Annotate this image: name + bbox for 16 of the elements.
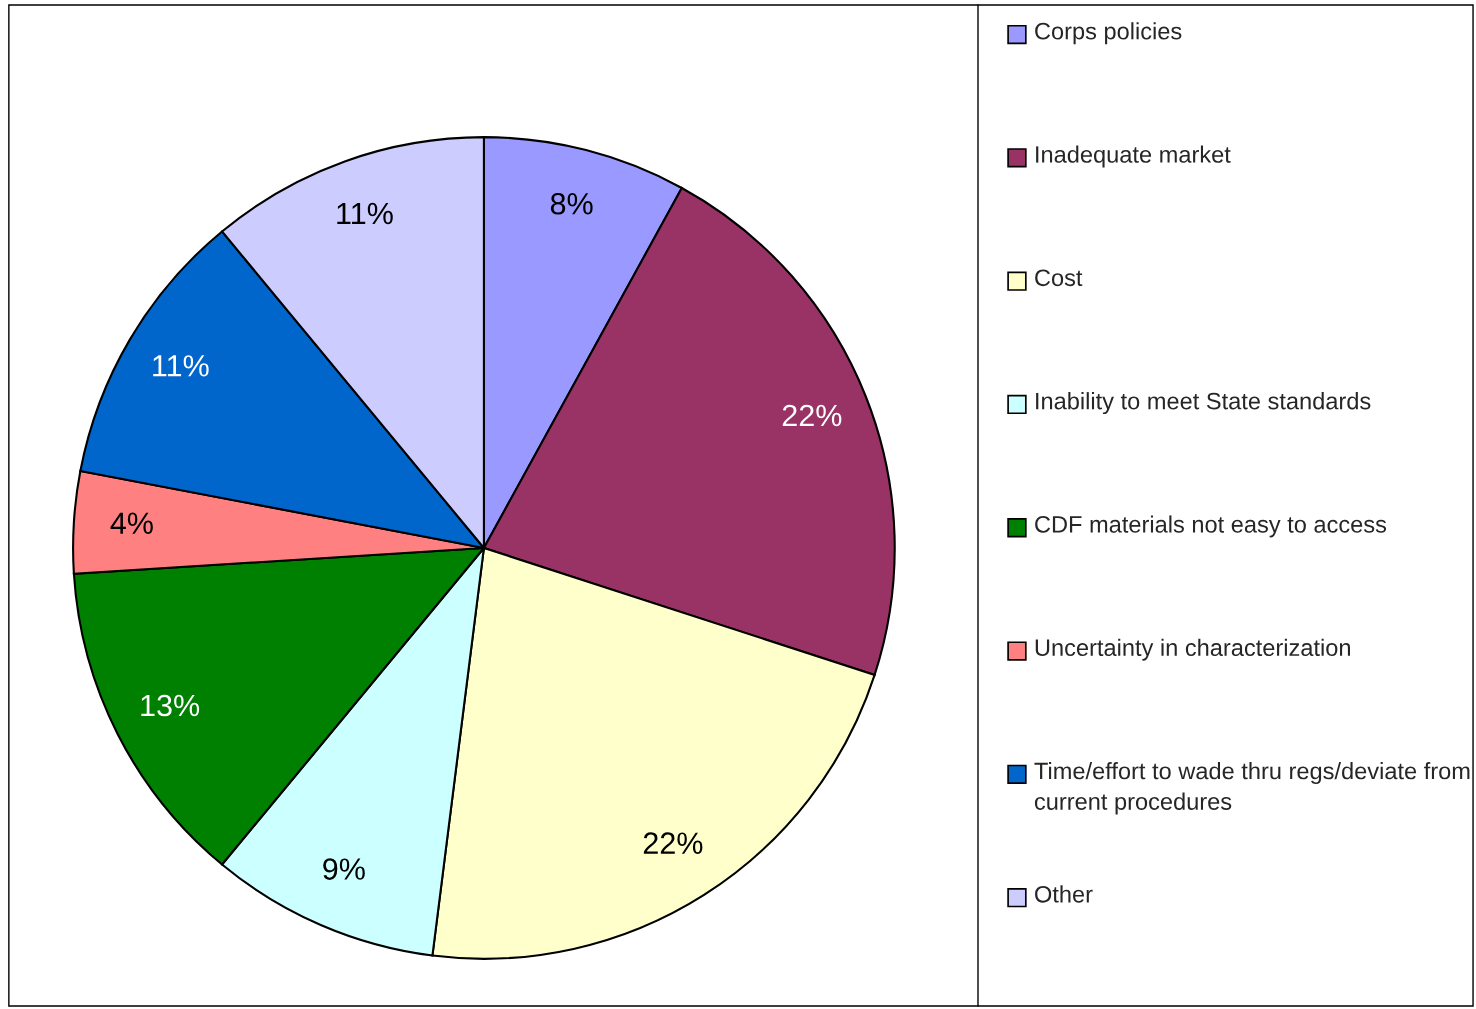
data-label: 11% [153, 355, 209, 377]
data-label: 22% [782, 404, 842, 427]
legend-label: Corps policies [1035, 22, 1182, 45]
data-label: 8% [550, 192, 593, 215]
legend-label: Inadequate market [1036, 145, 1231, 168]
legend-label: Other [1035, 885, 1093, 903]
legend-label: CDF materials not easy to access [1035, 515, 1387, 538]
data-label: 11% [337, 202, 393, 225]
legend-label: Inability to meet State standards [1036, 392, 1371, 415]
data-label: 13% [141, 694, 200, 717]
legend-label: Cost [1035, 269, 1083, 287]
data-label: 4% [110, 512, 153, 534]
legend-label: Time/effort to wade thru regs/deviate from current procedures [1034, 762, 1470, 815]
legend-label: Uncertainty in characterization [1035, 638, 1350, 661]
data-label: 9% [323, 858, 365, 880]
data-label: 22% [643, 832, 703, 854]
